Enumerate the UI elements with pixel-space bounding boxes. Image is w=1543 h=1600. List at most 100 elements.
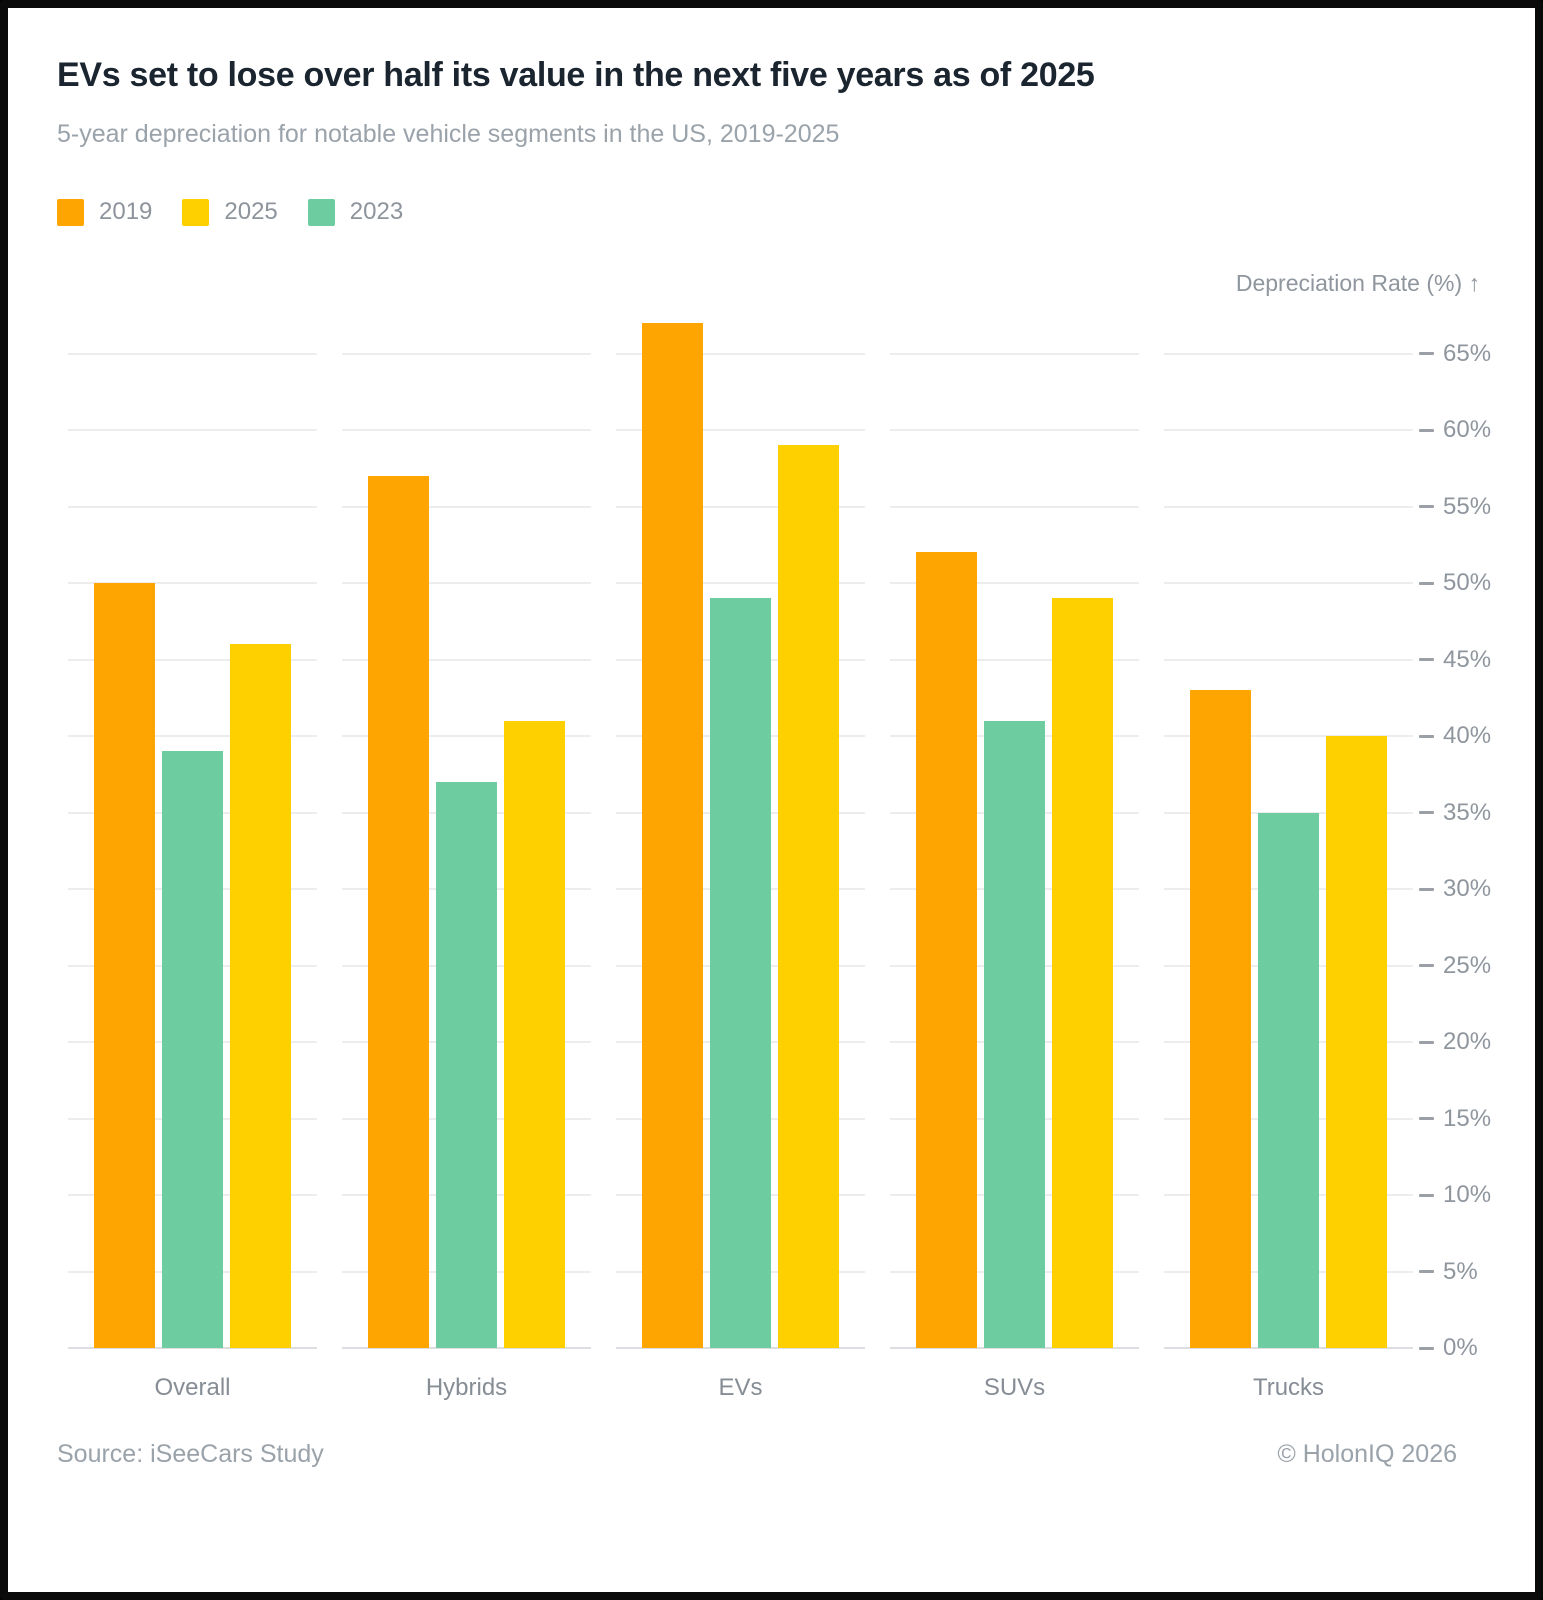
tick-dash-icon — [1419, 1193, 1434, 1197]
gridline-60 — [1164, 429, 1413, 431]
gridline-55 — [1164, 505, 1413, 508]
gridline-0 — [68, 1347, 317, 1349]
y-tick-5: 5% — [1419, 1258, 1478, 1285]
gridline-50 — [616, 582, 865, 584]
category-label: EVs — [718, 1374, 763, 1401]
tick-dash-icon — [1419, 1270, 1434, 1273]
tick-label: 10% — [1443, 1181, 1492, 1208]
gridline-50 — [1164, 582, 1413, 584]
gridline-65 — [1164, 352, 1413, 355]
y-tick-50: 50% — [1419, 569, 1491, 596]
tick-label: 20% — [1443, 1028, 1492, 1055]
category-label: Trucks — [1252, 1374, 1325, 1401]
bar-group-suvs — [890, 552, 1139, 1348]
bar-evs-2025[interactable] — [778, 445, 839, 1348]
bar-hybrids-2023[interactable] — [436, 781, 497, 1348]
bar-group-hybrids — [342, 475, 591, 1348]
legend-item-2025[interactable]: 2025 — [182, 198, 278, 226]
y-tick-15: 15% — [1419, 1104, 1492, 1132]
bar-group-overall — [68, 583, 317, 1348]
tick-label: 40% — [1443, 722, 1492, 749]
gridline-40 — [1164, 735, 1413, 737]
y-tick-60: 60% — [1419, 416, 1492, 443]
bar-trucks-2025[interactable] — [1326, 736, 1387, 1348]
y-tick-20: 20% — [1419, 1028, 1492, 1055]
footer: Source: iSeeCars Study © HolonIQ 2026 — [57, 1440, 1457, 1469]
gridline-45 — [890, 658, 1139, 661]
tick-dash-icon — [1419, 352, 1434, 355]
tick-dash-icon — [1419, 505, 1434, 508]
y-tick-45: 45% — [1419, 645, 1492, 673]
bar-suvs-2019[interactable] — [916, 552, 977, 1348]
bar-trucks-2019[interactable] — [1190, 690, 1251, 1348]
tick-dash-icon — [1419, 964, 1434, 967]
tick-label: 60% — [1443, 416, 1492, 443]
gridline-65 — [616, 352, 865, 355]
category-panel-overall — [68, 300, 317, 1349]
bar-trucks-2023[interactable] — [1258, 812, 1319, 1348]
gridline-60 — [68, 429, 317, 431]
y-tick-10: 10% — [1419, 1181, 1492, 1208]
y-axis-ticks: 0% 5% 10% 15% 20% 25% 30% 35% 40% 45% 50% 55% 60% 65% — [1419, 300, 1529, 1361]
legend-swatch-icon — [57, 198, 84, 226]
bar-group-evs — [616, 322, 865, 1348]
tick-label: 0% — [1443, 1334, 1478, 1361]
bar-suvs-2025[interactable] — [1052, 598, 1113, 1348]
tick-dash-icon — [1419, 1117, 1434, 1120]
bar-hybrids-2025[interactable] — [504, 720, 565, 1348]
category-panel-trucks — [1164, 300, 1413, 1349]
bar-evs-2023[interactable] — [710, 598, 771, 1348]
gridline-60 — [616, 429, 865, 431]
bar-overall-2025[interactable] — [230, 644, 291, 1348]
gridline-55 — [68, 505, 317, 508]
bar-evs-2019[interactable] — [642, 322, 703, 1348]
plot-area — [68, 300, 1413, 1349]
tick-dash-icon — [1419, 658, 1434, 661]
legend-item-2019[interactable]: 2019 — [57, 198, 152, 226]
category-panel-evs — [616, 300, 865, 1349]
gridline-55 — [616, 505, 865, 508]
gridline-0 — [342, 1347, 591, 1349]
tick-dash-icon — [1419, 428, 1434, 432]
gridline-55 — [342, 505, 591, 508]
gridline-0 — [890, 1347, 1139, 1349]
source-note: Source: iSeeCars Study — [57, 1440, 324, 1468]
y-tick-0: 0% — [1419, 1334, 1478, 1361]
legend: 2019 2025 2023 — [57, 198, 403, 226]
y-tick-65: 65% — [1419, 339, 1492, 367]
bar-overall-2019[interactable] — [94, 583, 155, 1348]
bar-suvs-2023[interactable] — [984, 720, 1045, 1348]
legend-item-2023[interactable]: 2023 — [307, 198, 403, 226]
chart-subtitle: 5-year depreciation for notable vehicle … — [57, 120, 840, 148]
gridline-0 — [616, 1347, 865, 1349]
gridline-50 — [890, 582, 1139, 584]
tick-dash-icon — [1419, 1040, 1434, 1044]
gridline-65 — [342, 352, 591, 355]
tick-label: 35% — [1443, 798, 1492, 826]
tick-label: 25% — [1443, 951, 1492, 979]
category-panel-suvs — [890, 300, 1139, 1349]
y-tick-25: 25% — [1419, 951, 1492, 979]
tick-label: 15% — [1443, 1104, 1492, 1132]
y-tick-55: 55% — [1419, 492, 1492, 520]
tick-dash-icon — [1419, 734, 1434, 738]
tick-label: 45% — [1443, 645, 1492, 673]
legend-label: 2025 — [224, 198, 278, 225]
tick-label: 55% — [1443, 492, 1492, 520]
y-tick-35: 35% — [1419, 798, 1492, 826]
category-label: Hybrids — [425, 1374, 508, 1401]
gridline-40 — [342, 735, 591, 737]
gridline-55 — [890, 505, 1139, 508]
legend-swatch-icon — [182, 198, 210, 226]
gridline-65 — [68, 352, 317, 355]
bar-group-trucks — [1164, 690, 1413, 1348]
gridline-45 — [1164, 658, 1413, 661]
bar-hybrids-2019[interactable] — [368, 475, 429, 1348]
tick-label: 65% — [1443, 339, 1492, 367]
gridline-50 — [68, 582, 317, 584]
bar-overall-2023[interactable] — [162, 751, 223, 1348]
gridline-45 — [68, 658, 317, 661]
tick-dash-icon — [1419, 581, 1434, 585]
x-axis-category-labels: Overall Hybrids EVs SUVs Trucks — [68, 1374, 1413, 1402]
